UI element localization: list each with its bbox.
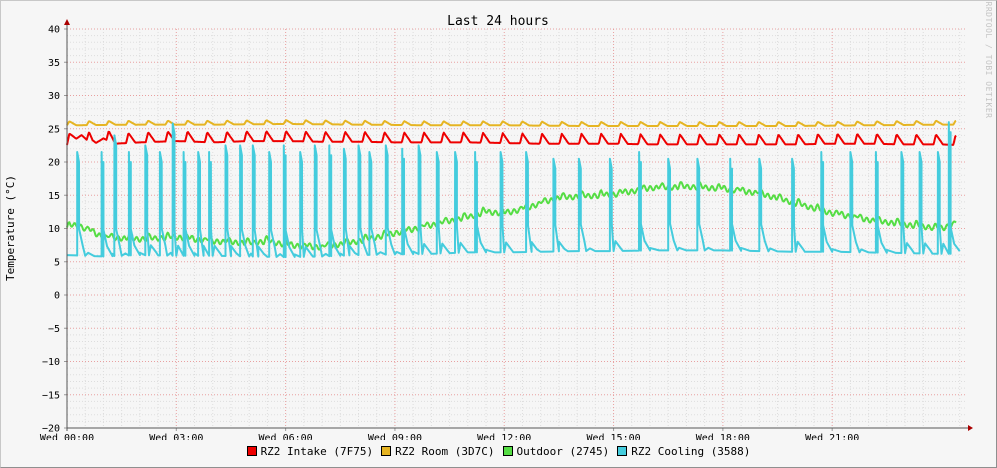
legend-item: RZ2 Room (3D7C) (381, 445, 495, 458)
temperature-chart: Last 24 hours Temperature (°C) RRDTOOL /… (4, 2, 993, 440)
x-tick-label: Wed 12:00 (477, 433, 531, 440)
y-tick-label: −10 (42, 357, 60, 368)
x-tick-labels: Wed 00:00 Wed 03:00 Wed 06:00 Wed 09:00 Wed … (40, 433, 859, 440)
y-tick-label: 15 (48, 191, 60, 202)
y-tick-label: −15 (42, 390, 60, 401)
x-tick-label: Wed 18:00 (696, 433, 750, 440)
y-tick-label: 35 (48, 58, 60, 69)
legend-item: RZ2 Intake (7F75) (246, 445, 374, 458)
y-tick-label: 0 (54, 291, 60, 302)
series-line-1 (66, 119, 957, 127)
series-line-2 (66, 181, 957, 251)
y-tick-label: 25 (48, 124, 60, 135)
legend-swatch (246, 446, 257, 456)
legend-label: RZ2 Cooling (3588) (631, 445, 751, 458)
series-line-3 (66, 121, 961, 259)
x-tick-label: Wed 09:00 (368, 433, 422, 440)
axes (64, 19, 973, 431)
x-tick-label: Wed 03:00 (149, 433, 203, 440)
legend-item: Outdoor (2745) (502, 445, 610, 458)
x-tick-label: Wed 15:00 (586, 433, 640, 440)
y-tick-label: 5 (54, 257, 60, 268)
y-tick-label: 10 (48, 224, 60, 235)
major-grid (67, 28, 967, 428)
series-line-0 (66, 130, 957, 146)
legend-swatch (381, 446, 392, 456)
y-axis-arrow (64, 19, 70, 25)
legend-label: Outdoor (2745) (516, 445, 610, 458)
y-tick-label: −5 (48, 324, 60, 335)
x-tick-label: Wed 21:00 (805, 433, 859, 440)
x-tick-label: Wed 00:00 (40, 433, 94, 440)
x-tick-label: Wed 06:00 (259, 433, 313, 440)
series-layer (66, 119, 961, 259)
y-axis-label: Temperature (°C) (4, 175, 17, 281)
legend: RZ2 Intake (7F75) RZ2 Room (3D7C) Outdoor … (0, 445, 997, 458)
chart-title: Last 24 hours (447, 14, 549, 29)
legend-label: RZ2 Room (3D7C) (395, 445, 495, 458)
legend-label: RZ2 Intake (7F75) (260, 445, 374, 458)
rrdtool-credit: RRDTOOL / TOBI OETIKER (984, 2, 993, 119)
y-tick-labels: −20 −15 −10 −5 0 5 10 15 20 25 30 35 40 (42, 25, 60, 435)
y-tick-label: 40 (48, 25, 60, 36)
legend-swatch (617, 446, 628, 456)
y-tick-label: 20 (48, 158, 60, 169)
x-axis-arrow (968, 425, 973, 431)
y-tick-label: −20 (42, 424, 60, 435)
y-tick-label: 30 (48, 91, 60, 102)
legend-item: RZ2 Cooling (3588) (617, 445, 750, 458)
legend-swatch (502, 446, 513, 456)
